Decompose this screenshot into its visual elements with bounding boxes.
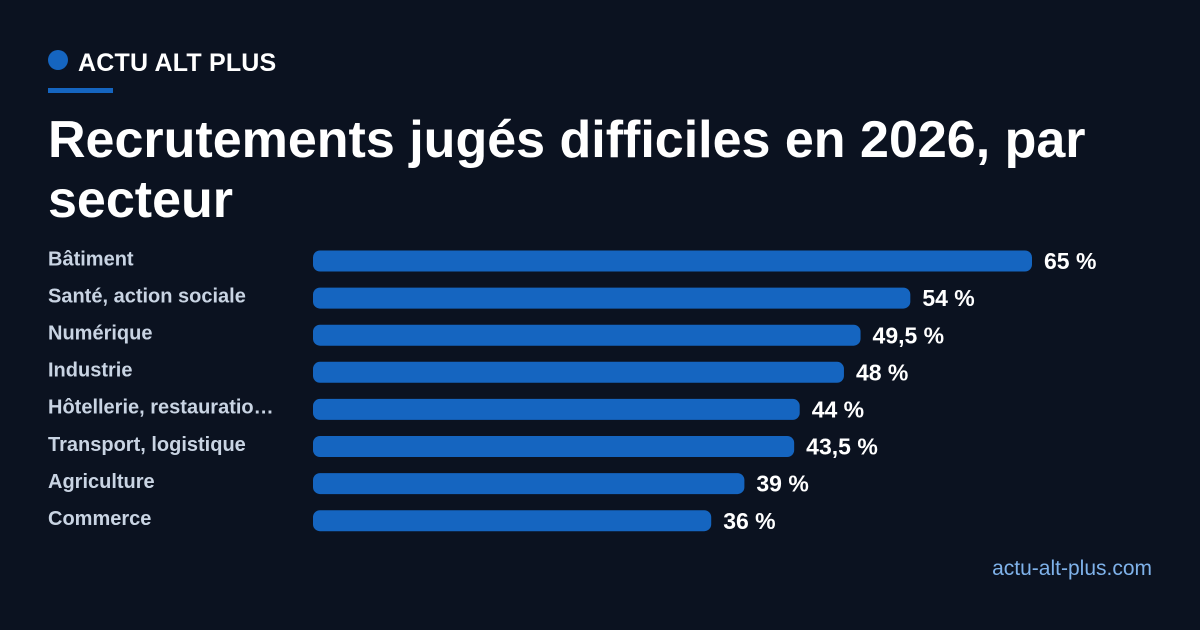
value-label: 43,5 %: [806, 434, 878, 460]
value-label: 65 %: [1044, 248, 1096, 274]
value-label: 36 %: [723, 508, 775, 534]
bar: [313, 473, 745, 495]
chart-title: Recrutements jugés difficiles en 2026, p…: [48, 111, 1086, 229]
category-label: Transport, logistique: [48, 434, 246, 456]
bar: [313, 436, 795, 457]
bar: [313, 361, 844, 383]
category-label: Bâtiment: [48, 248, 134, 270]
value-label: 49,5 %: [873, 322, 945, 348]
brand-dot-icon: [48, 50, 68, 70]
category-label: Agriculture: [48, 471, 155, 493]
bar: [313, 324, 861, 346]
bar: [313, 287, 911, 309]
brand: ACTU ALT PLUS: [48, 48, 276, 78]
value-label: 44 %: [812, 396, 864, 422]
category-label: Commerce: [48, 508, 151, 530]
brand-name: ACTU ALT PLUS: [78, 48, 277, 77]
brand-underline: [48, 88, 113, 93]
category-label: Hôtellerie, restauratio…: [48, 397, 274, 419]
source-link[interactable]: actu-alt-plus.com: [992, 557, 1152, 580]
bar: [313, 250, 1032, 272]
category-label: Santé, action sociale: [48, 285, 246, 307]
value-label: 39 %: [756, 471, 808, 497]
value-label: 48 %: [856, 359, 908, 385]
category-label: Industrie: [48, 360, 132, 382]
category-label: Numérique: [48, 322, 152, 344]
bar: [313, 510, 712, 532]
value-label: 54 %: [922, 285, 974, 311]
bar: [313, 398, 800, 420]
